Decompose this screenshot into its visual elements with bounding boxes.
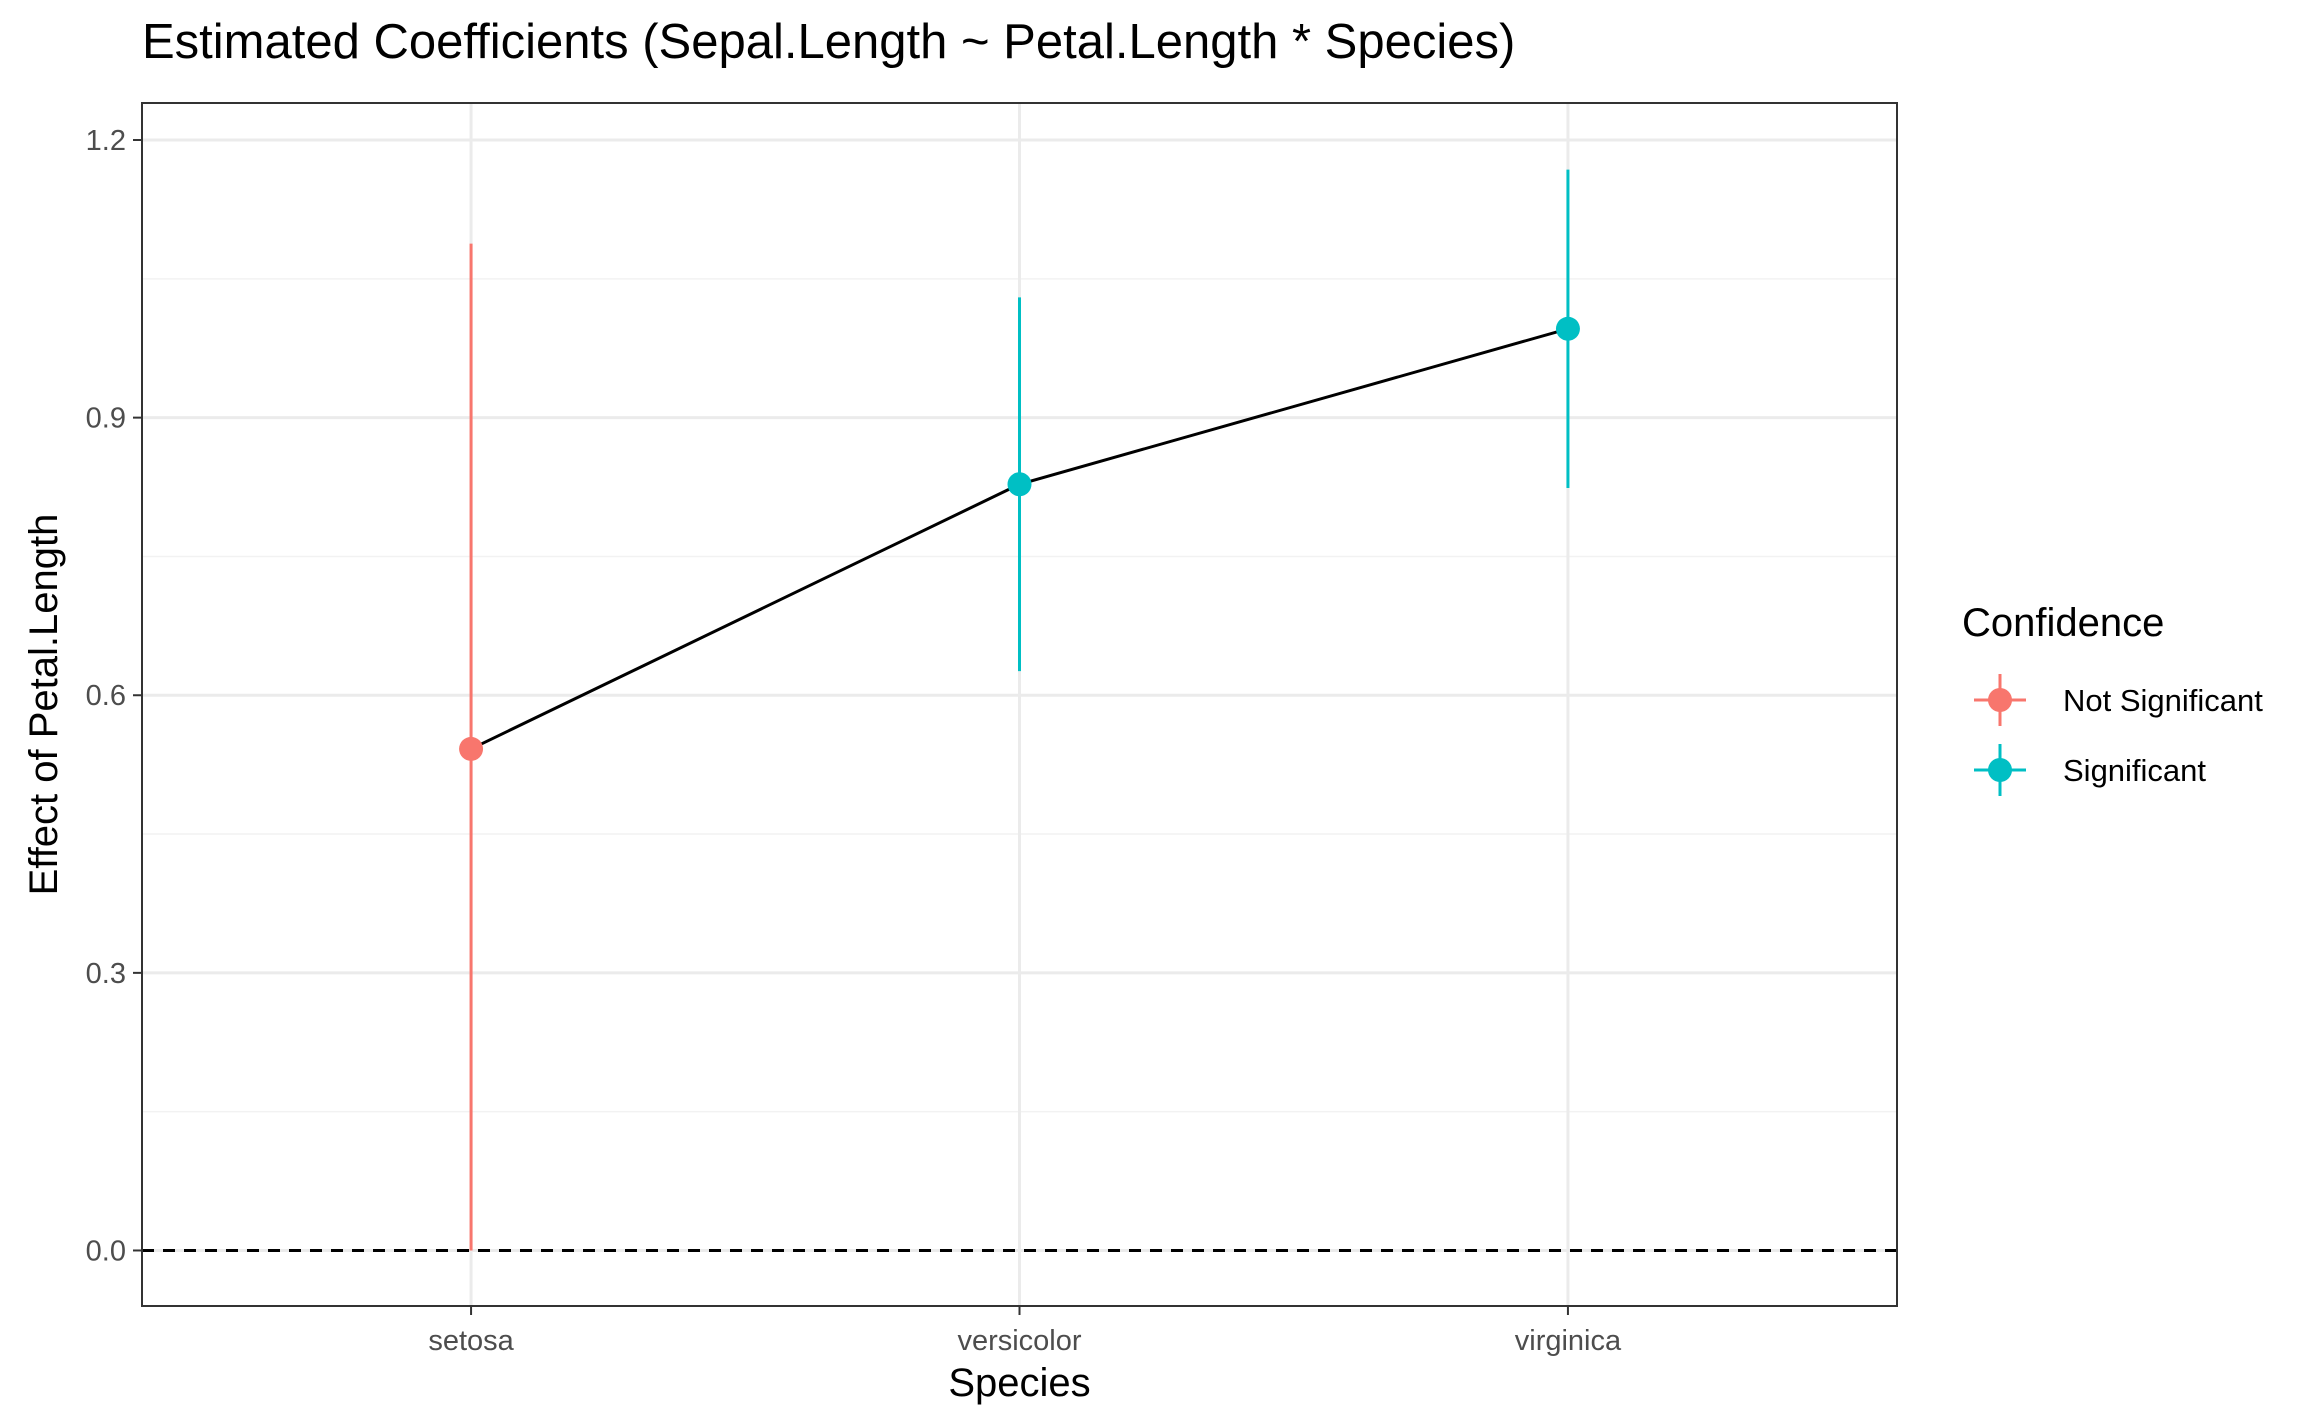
y-tick-label: 0.3 <box>86 958 126 990</box>
point-versicolor <box>1007 472 1032 497</box>
legend-key-point <box>1988 688 2012 712</box>
legend-key-point <box>1988 758 2012 782</box>
legend-label: Not Significant <box>2063 683 2263 718</box>
y-tick-label: 0.9 <box>86 403 126 435</box>
x-axis-label: Species <box>948 1361 1090 1405</box>
legend: Confidence Not Significant Significant <box>1962 601 2263 796</box>
y-tick-label: 1.2 <box>86 125 126 157</box>
axes: 0.0 0.3 0.6 0.9 1.2 setosa versicolor virginica <box>86 125 1622 1357</box>
y-axis-label: Effect of Petal.Length <box>22 514 66 896</box>
point-virginica <box>1555 316 1580 341</box>
data-marks <box>459 169 1580 1251</box>
legend-title: Confidence <box>1962 601 2164 645</box>
x-tick-label-versicolor: versicolor <box>957 1325 1081 1357</box>
y-tick-label: 0.6 <box>86 680 126 712</box>
x-tick-label-setosa: setosa <box>428 1325 514 1357</box>
legend-label: Significant <box>2063 753 2206 788</box>
y-tick-label: 0.0 <box>86 1235 126 1267</box>
x-tick-label-virginica: virginica <box>1515 1325 1622 1357</box>
point-setosa <box>459 736 484 761</box>
chart-title: Estimated Coefficients (Sepal.Length ~ P… <box>142 15 1515 69</box>
